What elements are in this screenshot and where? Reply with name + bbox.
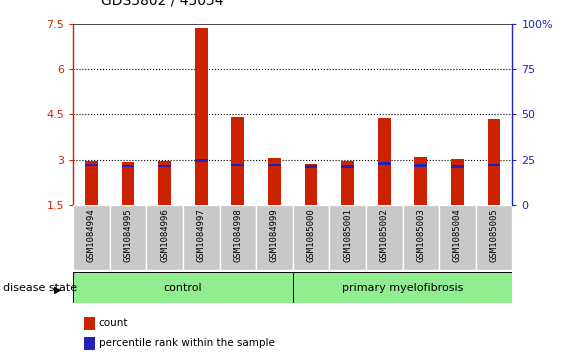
Bar [195, 159, 208, 162]
Text: GSM1084999: GSM1084999 [270, 208, 279, 262]
Bar [158, 161, 171, 205]
Text: GSM1084994: GSM1084994 [87, 208, 96, 262]
Bar [110, 205, 146, 270]
Bar [488, 164, 501, 166]
Bar [293, 272, 512, 303]
Bar [476, 205, 512, 270]
Bar [414, 164, 427, 167]
Bar [439, 205, 476, 270]
Bar [158, 165, 171, 167]
Text: GSM1085004: GSM1085004 [453, 208, 462, 262]
Bar [451, 165, 464, 168]
Text: GSM1085005: GSM1085005 [490, 208, 498, 262]
Bar [341, 166, 354, 168]
Text: GSM1085002: GSM1085002 [380, 208, 388, 262]
Bar [195, 28, 208, 205]
Bar [231, 164, 244, 166]
Text: count: count [99, 318, 128, 329]
Bar [146, 205, 183, 270]
Text: primary myelofibrosis: primary myelofibrosis [342, 283, 463, 293]
Bar [85, 161, 98, 205]
Text: control: control [164, 283, 202, 293]
Text: percentile rank within the sample: percentile rank within the sample [99, 338, 274, 348]
Bar [341, 160, 354, 205]
Bar [451, 159, 464, 205]
Bar [488, 119, 501, 205]
Bar [293, 205, 329, 270]
Bar [122, 165, 135, 167]
Bar [256, 205, 293, 270]
Text: GSM1085000: GSM1085000 [307, 208, 315, 262]
Bar [220, 205, 256, 270]
Bar [305, 166, 318, 168]
Bar [414, 157, 427, 205]
Bar [231, 117, 244, 205]
Bar [378, 118, 391, 205]
Bar [73, 205, 110, 270]
Text: GSM1085001: GSM1085001 [343, 208, 352, 262]
Text: GSM1084995: GSM1084995 [124, 208, 132, 262]
Text: ▶: ▶ [55, 285, 62, 294]
Bar [85, 164, 98, 166]
Bar [378, 162, 391, 165]
Bar [329, 205, 366, 270]
Text: GDS5802 / 45054: GDS5802 / 45054 [101, 0, 224, 7]
Bar [366, 205, 403, 270]
Bar [268, 164, 281, 166]
Text: GSM1085003: GSM1085003 [417, 208, 425, 262]
Text: GSM1084996: GSM1084996 [160, 208, 169, 262]
Bar [73, 272, 293, 303]
Text: GSM1084998: GSM1084998 [234, 208, 242, 262]
Text: disease state: disease state [3, 283, 77, 293]
Bar [268, 158, 281, 205]
Bar [122, 162, 135, 205]
Bar [305, 164, 318, 205]
Text: GSM1084997: GSM1084997 [197, 208, 205, 262]
Bar [403, 205, 439, 270]
Bar [183, 205, 220, 270]
